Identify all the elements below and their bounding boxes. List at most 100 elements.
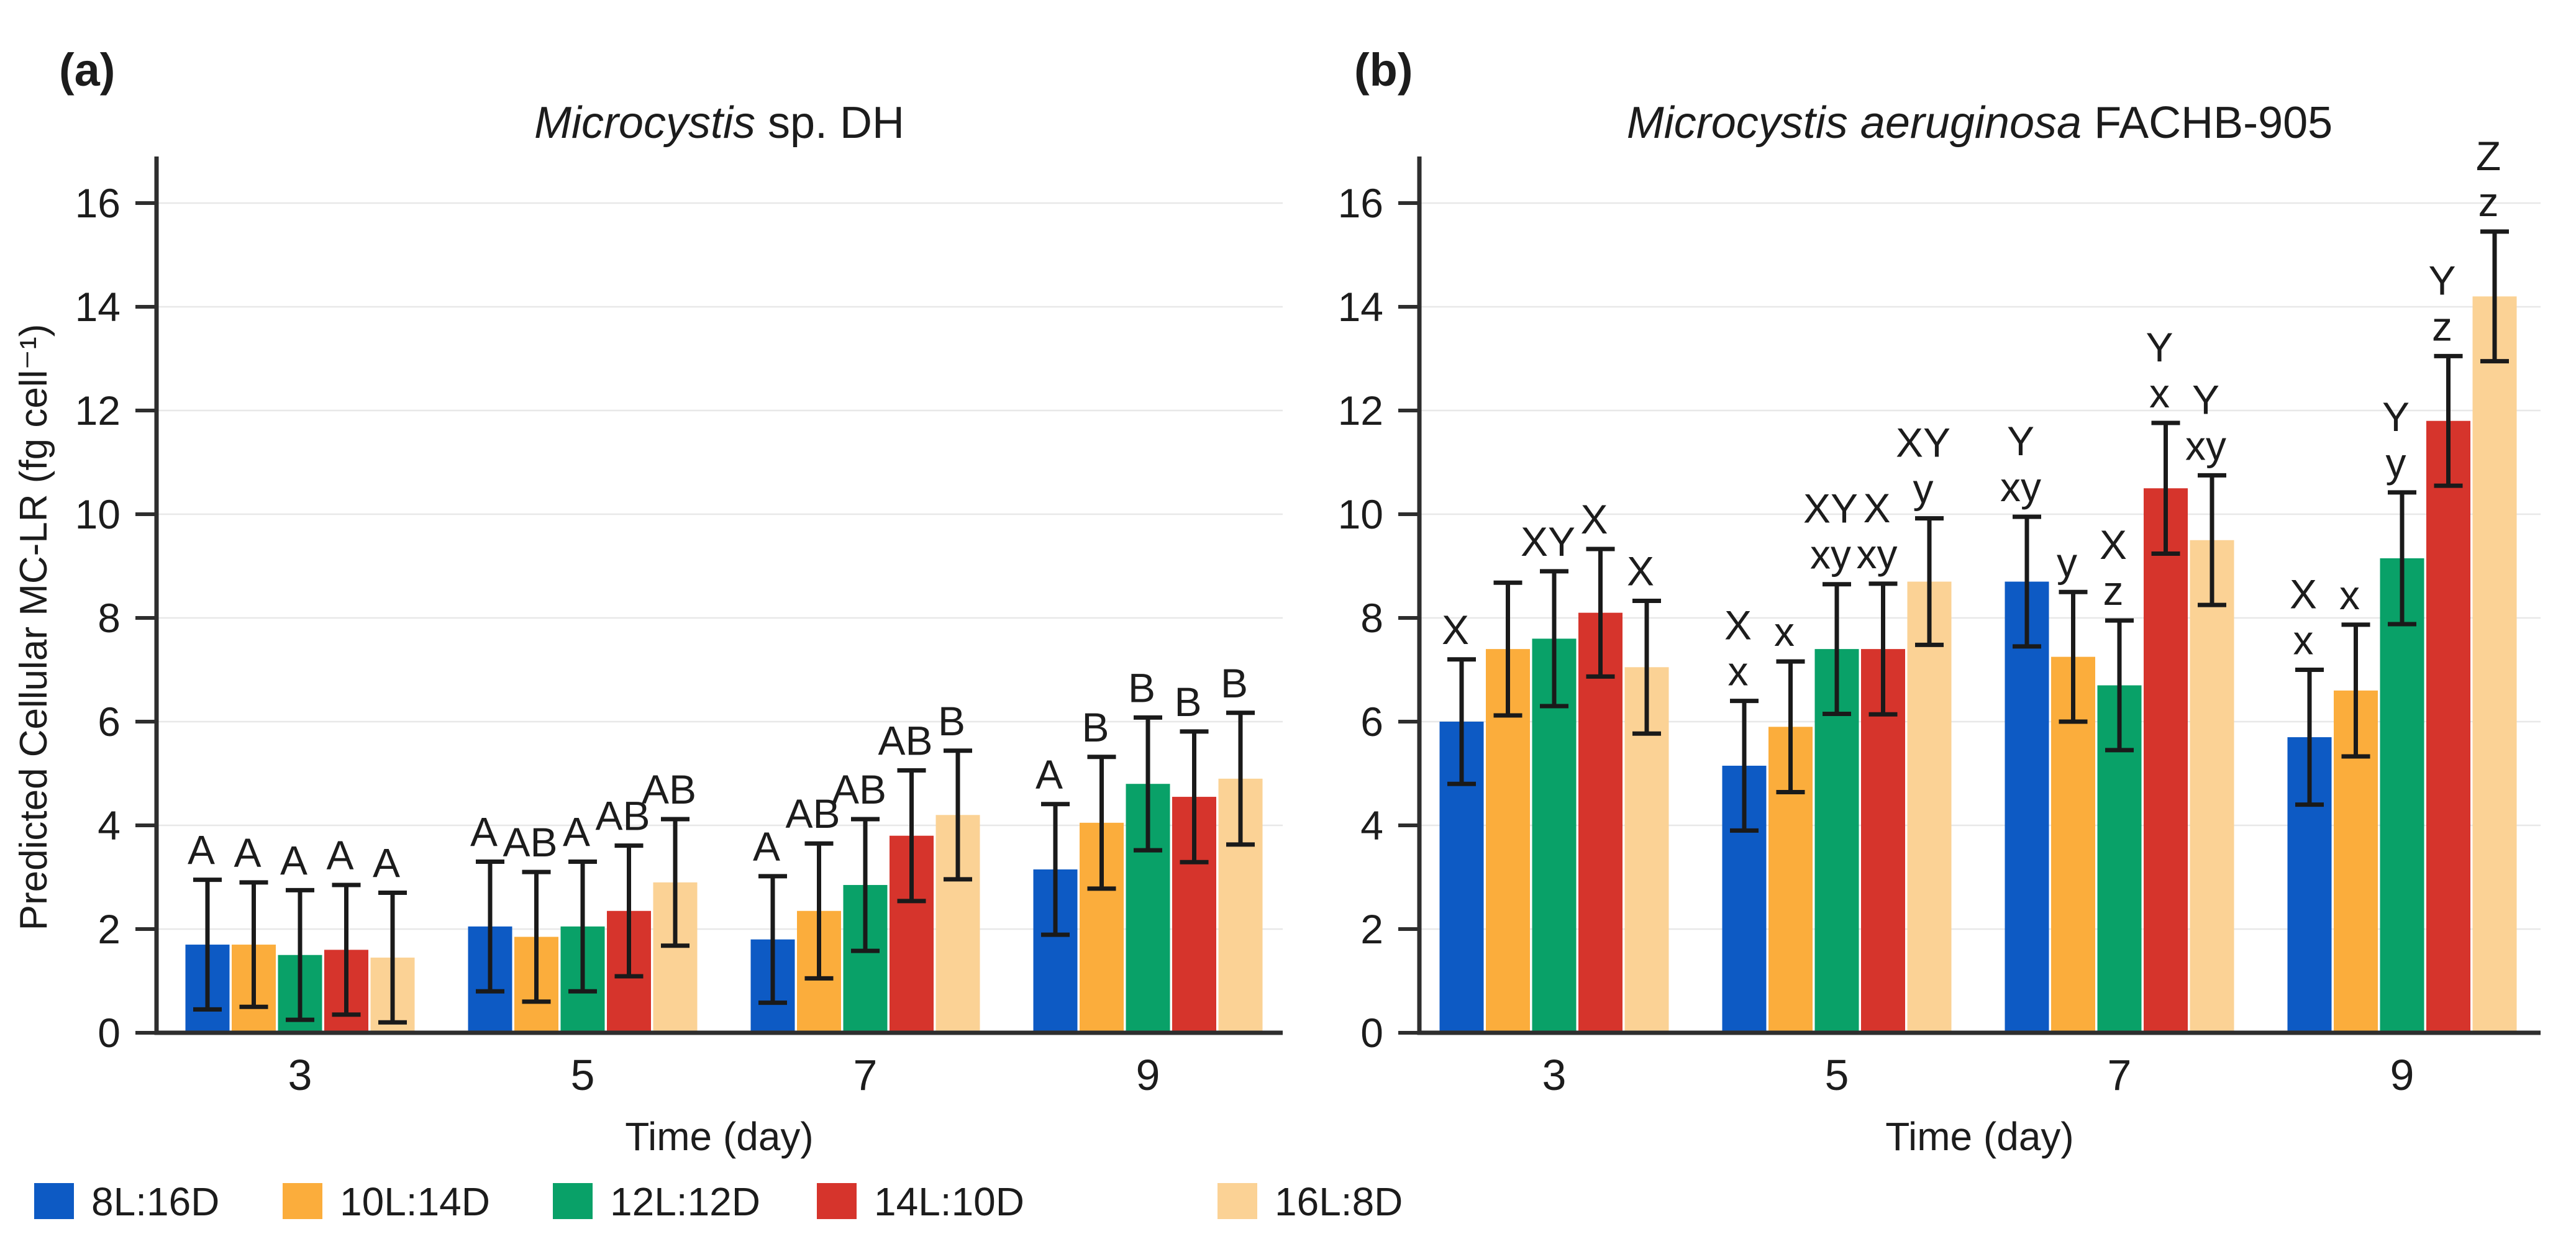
significance-letter: xy [1810, 532, 1851, 578]
significance-letter: X [2100, 522, 2127, 568]
y-tick-label: 12 [75, 388, 121, 433]
significance-letter: x [1774, 609, 1795, 655]
legend-label: 8L:16D [91, 1179, 219, 1224]
significance-letter: x [2149, 370, 2170, 416]
x-tick-label: 7 [853, 1051, 878, 1099]
x-tick-label: 3 [1542, 1051, 1567, 1099]
significance-letter: A [188, 827, 215, 873]
y-tick-label: 6 [1360, 699, 1383, 745]
significance-letter: x [2293, 617, 2314, 663]
y-tick-label: 16 [75, 180, 121, 226]
significance-letter: XY [1803, 486, 1858, 532]
panel-a-title: Microcystis sp. DH [534, 98, 904, 148]
significance-letter: z [2432, 303, 2452, 349]
legend: 8L:16D 10L:14D 12L:12D 14L:10D 16L:8D [34, 1179, 1403, 1224]
significance-letter: AB [503, 819, 557, 865]
significance-letter: AB [642, 766, 696, 812]
significance-letter: Z [2476, 133, 2501, 179]
significance-letter: XY [1896, 420, 1950, 466]
significance-letter: x [2339, 572, 2360, 618]
legend-label: 16L:8D [1275, 1179, 1403, 1224]
y-tick-label: 6 [98, 699, 121, 745]
bar [1907, 581, 1952, 1033]
significance-letter: A [280, 837, 307, 883]
significance-letter: x [1728, 648, 1749, 694]
significance-letter: z [2103, 568, 2124, 614]
legend-swatch [1217, 1183, 1257, 1219]
y-tick-label: 8 [98, 595, 121, 641]
x-axis-label-a: Time (day) [625, 1114, 813, 1159]
y-tick-label: 14 [1338, 284, 1383, 330]
significance-letter: Y [2428, 257, 2455, 303]
y-tick-label: 10 [75, 491, 121, 537]
significance-letter: AB [832, 766, 886, 812]
significance-letter: Y [2007, 418, 2034, 464]
y-tick-label: 10 [1338, 491, 1383, 537]
legend-label: 10L:14D [340, 1179, 490, 1224]
y-tick-label: 16 [1338, 180, 1383, 226]
legend-label: 14L:10D [874, 1179, 1024, 1224]
significance-letter: xy [2000, 464, 2041, 510]
panel-b-title: Microcystis aeruginosa FACHB-905 [1627, 98, 2333, 148]
significance-letter: XY [1521, 519, 1575, 565]
y-tick-label: 4 [98, 802, 121, 848]
y-tick-label: 12 [1338, 388, 1383, 433]
significance-letter: A [470, 809, 498, 855]
x-axis-label-b: Time (day) [1885, 1114, 2073, 1159]
x-tick-label: 9 [2390, 1051, 2414, 1099]
significance-letter: X [1442, 607, 1469, 653]
significance-letter: B [1081, 704, 1109, 750]
panel-a-tag: (a) [59, 44, 115, 96]
significance-letter: AB [878, 717, 932, 763]
legend-swatch [283, 1183, 322, 1219]
significance-letter: B [1128, 665, 1155, 710]
bar [2005, 581, 2049, 1033]
legend-swatch [553, 1183, 593, 1219]
x-tick-label: 9 [1136, 1051, 1160, 1099]
significance-letter: A [753, 823, 780, 869]
y-axis-label: Predicted Cellular MC-LR (fg cell⁻¹) [12, 324, 55, 931]
significance-letter: AB [595, 793, 650, 839]
significance-letter: y [2386, 440, 2406, 486]
x-tick-label: 7 [2108, 1051, 2132, 1099]
y-tick-label: 0 [1360, 1010, 1383, 1056]
significance-letter: A [563, 809, 590, 855]
significance-letter: X [1580, 496, 1608, 542]
significance-letter: B [938, 698, 965, 744]
significance-letter: xy [2185, 422, 2226, 468]
y-tick-label: 14 [75, 284, 121, 330]
bar [2426, 420, 2470, 1033]
bar [2144, 488, 2188, 1033]
significance-letter: Y [2192, 376, 2219, 422]
bar [1578, 612, 1623, 1033]
significance-letter: y [1913, 466, 1934, 512]
panel-b-tag: (b) [1354, 44, 1413, 96]
significance-letter: A [373, 840, 400, 886]
bar [2472, 296, 2517, 1033]
significance-letter: X [1627, 548, 1654, 594]
y-tick-label: 0 [98, 1010, 121, 1056]
y-tick-label: 4 [1360, 802, 1383, 848]
significance-letter: Y [2382, 394, 2410, 440]
significance-letter: A [326, 832, 353, 878]
legend-swatch [34, 1183, 74, 1219]
y-tick-label: 2 [98, 906, 121, 952]
y-tick-label: 2 [1360, 906, 1383, 952]
significance-letter: X [2290, 571, 2317, 617]
significance-letter: A [234, 830, 261, 876]
significance-letter: xy [1857, 531, 1898, 577]
significance-letter: AB [785, 791, 840, 837]
legend-swatch [817, 1183, 857, 1219]
significance-letter: z [2478, 179, 2499, 225]
significance-letter: X [1863, 485, 1890, 531]
significance-letter: A [1035, 751, 1063, 797]
bar [2190, 540, 2234, 1033]
significance-letter: B [1174, 679, 1201, 725]
significance-letter: X [1724, 602, 1752, 648]
bar [2380, 558, 2424, 1033]
significance-letter: y [2057, 539, 2077, 585]
